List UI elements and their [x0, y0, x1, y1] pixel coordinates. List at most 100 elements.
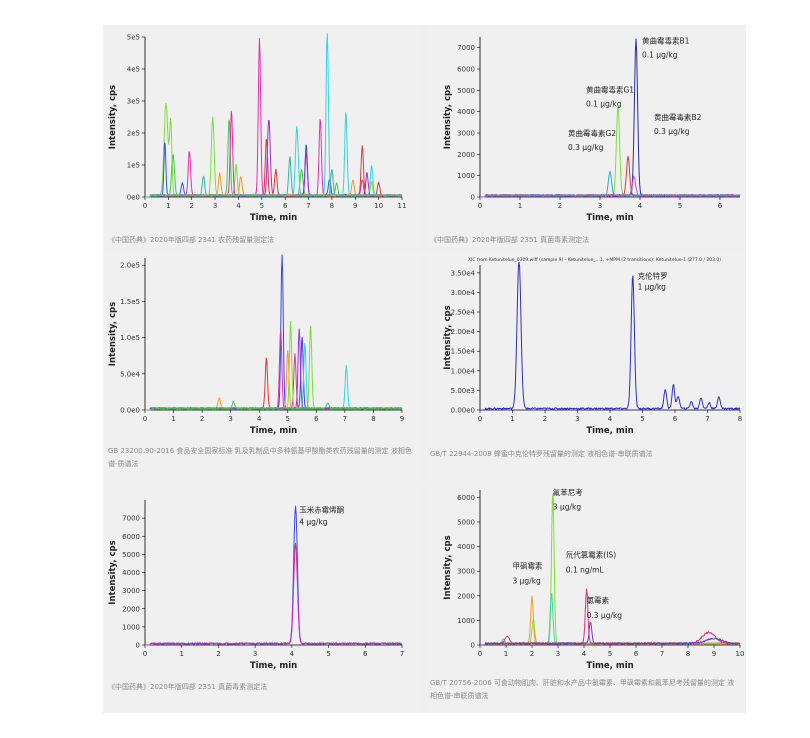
x-tick-label: 9 [712, 650, 716, 658]
peak-annotation: 1 μg/kg [638, 282, 667, 291]
y-tick-label: 2000 [457, 151, 475, 159]
peak-annotation: 黄曲霉毒素G2 [568, 128, 616, 138]
y-tick-label: 4000 [457, 108, 475, 116]
x-tick-label: 3 [213, 202, 217, 210]
x-tick-label: 5 [326, 650, 330, 658]
x-tick-label: 5 [286, 415, 290, 423]
series-line [145, 542, 403, 646]
y-axis-label: Intensity, cps [108, 302, 118, 366]
x-tick-label: 4 [608, 415, 613, 423]
peak-annotation: 0.3 μg/kg [587, 611, 623, 620]
x-tick-label: 5 [640, 415, 644, 423]
x-tick-label: 7 [660, 650, 664, 658]
peak-annotation: 氘代氯霉素(IS) [566, 550, 616, 560]
x-tick-label: 10 [374, 202, 383, 210]
x-tick-label: 3 [556, 650, 560, 658]
x-tick-label: 1 [171, 415, 175, 423]
y-axis-label: Intensity, cps [108, 540, 118, 604]
x-tick-label: 7 [400, 650, 404, 658]
y-tick-label: 1000 [457, 172, 475, 180]
x-tick-label: 2 [200, 415, 204, 423]
y-tick-label: 6000 [122, 533, 140, 541]
chart-caption: GB/T 22944-2008 蜂蜜中克伦特罗残留量的测定 液相色谱-串联质谱法 [430, 450, 653, 458]
y-tick-label: 0 [471, 642, 475, 650]
y-tick-label: 1.5e5 [120, 298, 140, 306]
y-tick-label: 7000 [457, 44, 475, 52]
y-tick-label: 0e0 [127, 194, 140, 202]
x-tick-label: 9 [353, 202, 357, 210]
peak-annotation: 0.1 μg/kg [642, 50, 678, 59]
x-tick-label: 3 [253, 650, 257, 658]
peak-annotation: 黄曲霉毒素B1 [642, 35, 690, 45]
x-axis-label: Time, min [586, 661, 633, 671]
x-tick-label: 5 [678, 202, 682, 210]
x-axis-label: Time, min [586, 213, 633, 223]
y-axis-label: Intensity, cps [108, 85, 118, 149]
x-tick-label: 4 [236, 202, 241, 210]
y-axis-label: Intensity, cps [443, 85, 453, 149]
peak-annotation: 黄曲霉毒素G1 [586, 84, 634, 94]
x-tick-label: 2 [189, 202, 193, 210]
y-tick-label: 5.0e4 [120, 370, 140, 378]
y-tick-label: 2000 [122, 605, 140, 613]
chart-panel: 0 1 2 3 4 5 6 7 8 9 10 11 0e0 1e5 2e5 3e5 4e5 5e5 Time, mi… [103, 25, 422, 247]
y-tick-label: 5.00e3 [451, 387, 475, 395]
peak-annotation: 3 μg/kg [553, 503, 582, 512]
chart-caption: 《中国药典》2020年版四部 2341 农药残留量测定法 [108, 236, 275, 244]
y-tick-label: 4000 [457, 543, 475, 551]
y-tick-label: 3e5 [127, 98, 140, 106]
y-tick-label: 0.00e0 [451, 407, 475, 415]
x-tick-label: 8 [371, 415, 375, 423]
series-line [480, 261, 741, 411]
y-tick-label: 4000 [122, 569, 140, 577]
series-line [480, 621, 741, 646]
y-axis-label: Intensity, cps [443, 535, 453, 599]
x-tick-label: 5 [260, 202, 264, 210]
y-tick-label: 1000 [457, 617, 475, 625]
y-tick-label: 1.0e5 [120, 334, 140, 342]
x-tick-label: 3 [228, 415, 232, 423]
x-tick-label: 6 [673, 415, 678, 423]
chart-panel: 0 1 2 3 4 5 6 7 8 9 10 0 1000 2000 3000 4000 5000 6000 Tim… [426, 485, 746, 713]
y-tick-label: 2e5 [127, 130, 140, 138]
x-tick-label: 6 [634, 650, 639, 658]
x-tick-label: 9 [400, 415, 404, 423]
x-tick-label: 8 [686, 650, 690, 658]
y-tick-label: 3000 [122, 587, 140, 595]
x-tick-label: 0 [478, 415, 482, 423]
chart-caption: 《中国药典》2020年版四部 2351 真菌毒素测定法 [108, 683, 268, 691]
peak-annotation: 甲砜霉素 [513, 561, 543, 571]
x-tick-label: 5 [608, 650, 612, 658]
x-tick-label: 7 [343, 415, 347, 423]
x-tick-label: 0 [478, 202, 482, 210]
y-tick-label: 1.00e4 [451, 367, 476, 375]
y-tick-label: 2000 [457, 592, 475, 600]
peak-annotation: 0.1 μg/kg [586, 99, 622, 108]
peak-annotation: 氟苯尼考 [553, 487, 583, 497]
series-line [145, 401, 403, 411]
chart-panel: 0 1 2 3 4 5 6 7 8 9 0.0e0 5.0e4 1.0e5 1.5e5 2.0e5 Time,… [103, 251, 422, 481]
x-tick-label: 1 [510, 415, 514, 423]
x-tick-label: 0 [143, 202, 147, 210]
x-tick-label: 7 [705, 415, 709, 423]
chart-panel: 0 1 2 3 4 5 6 7 0 1000 2000 3000 4000 5000 6000 7000 Tim… [103, 485, 422, 713]
y-tick-label: 1000 [122, 623, 140, 631]
y-tick-label: 0.0e0 [120, 407, 140, 415]
x-tick-label: 1 [166, 202, 170, 210]
x-tick-label: 8 [738, 415, 742, 423]
x-tick-label: 4 [257, 415, 262, 423]
y-tick-label: 4e5 [127, 66, 140, 74]
x-tick-label: 2 [530, 650, 534, 658]
x-tick-label: 0 [478, 650, 482, 658]
y-tick-label: 0 [471, 194, 475, 202]
chart-caption: 《中国药典》2020年版四部 2351 真菌毒素测定法 [430, 236, 590, 244]
y-tick-label: 3.00e4 [451, 289, 476, 297]
x-axis-label: Time, min [250, 213, 297, 223]
x-tick-label: 1 [518, 202, 522, 210]
